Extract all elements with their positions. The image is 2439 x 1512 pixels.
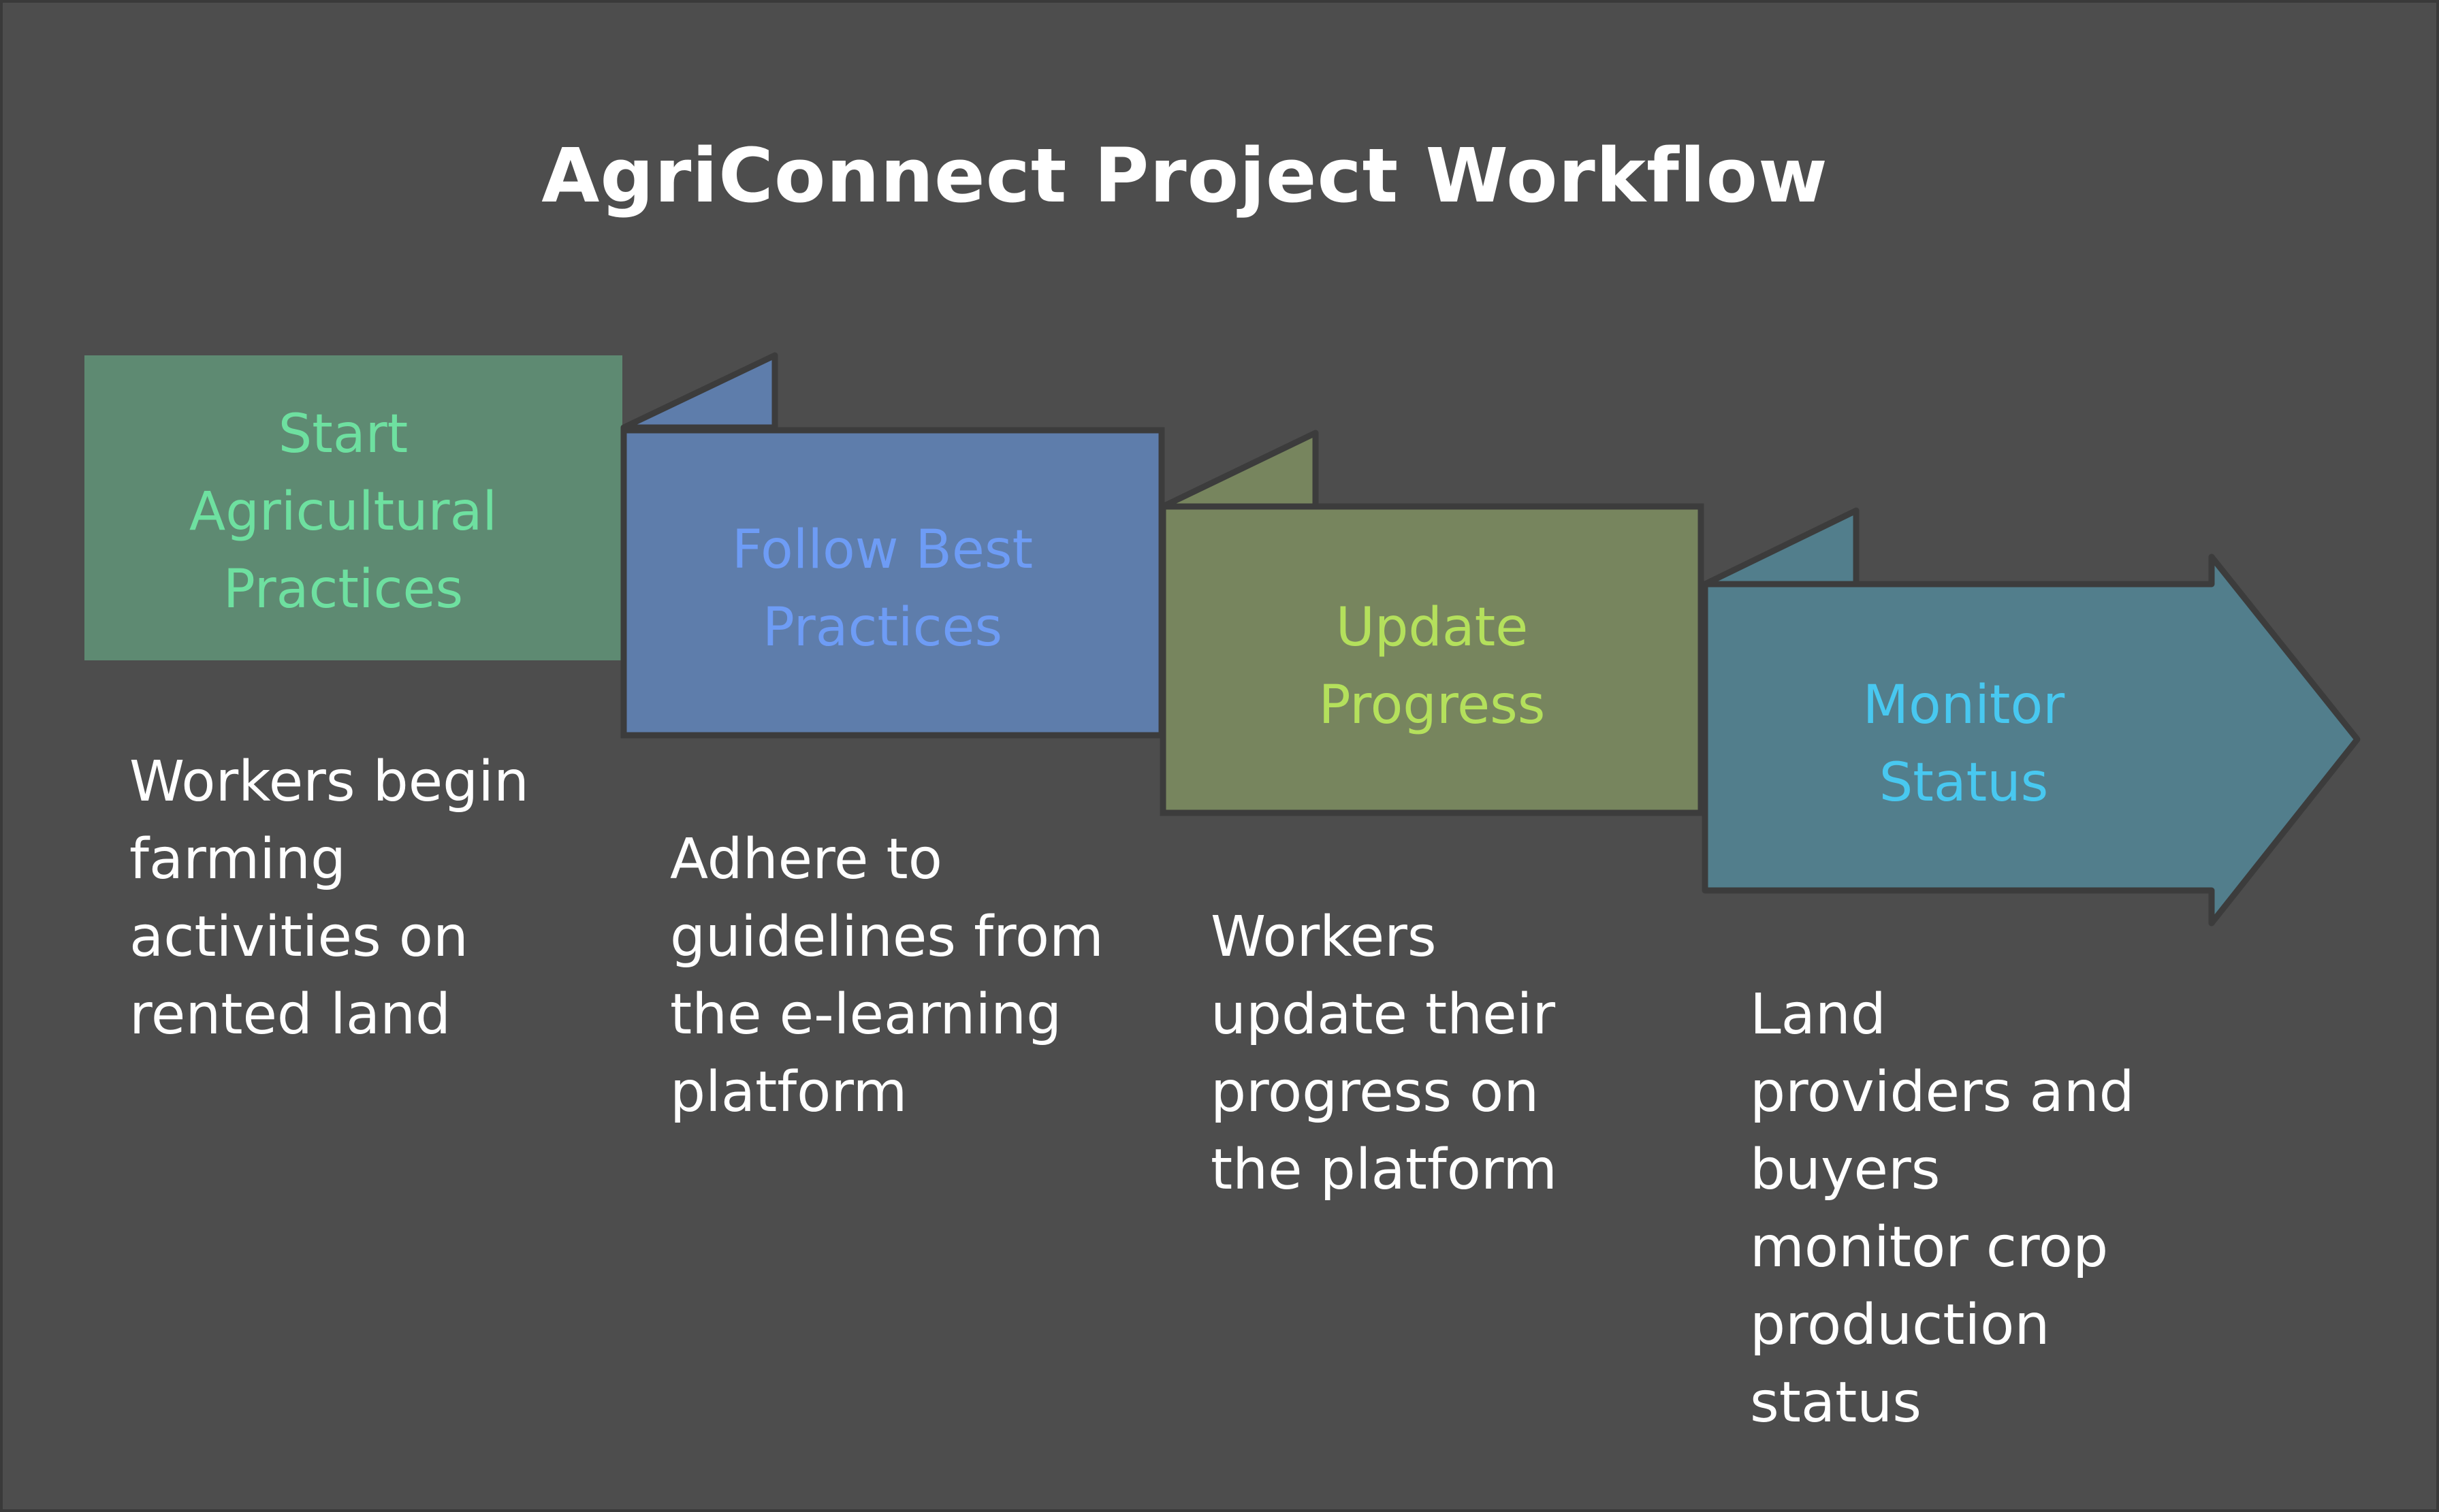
step-1-fold xyxy=(620,352,778,431)
step-2-label: Follow Best Practices xyxy=(731,519,1034,658)
step-4-arrow xyxy=(1702,553,2361,927)
diagram-title: AgriConnect Project Workflow xyxy=(541,132,1828,219)
step-4-description: Land providers and buyers monitor crop p… xyxy=(1750,982,2135,1435)
step-2-box xyxy=(620,427,1165,739)
step-3-box xyxy=(1160,503,1704,816)
step-2-fold xyxy=(1160,430,1319,510)
step-2-description: Adhere to guidelines from the e-learning… xyxy=(670,827,1104,1125)
step-4-label: Monitor Status xyxy=(1862,675,2065,814)
step-3-description: Workers update their progress on the pla… xyxy=(1211,905,1558,1202)
step-3-fold xyxy=(1702,507,1860,588)
workflow-shapes xyxy=(84,352,2361,927)
step-3-label: Update Progress xyxy=(1318,597,1546,736)
step-1-description: Workers begin farming activities on rent… xyxy=(129,750,529,1047)
step-1-box xyxy=(84,355,622,660)
step-1-label: Start Agricultural Practices xyxy=(189,404,498,620)
